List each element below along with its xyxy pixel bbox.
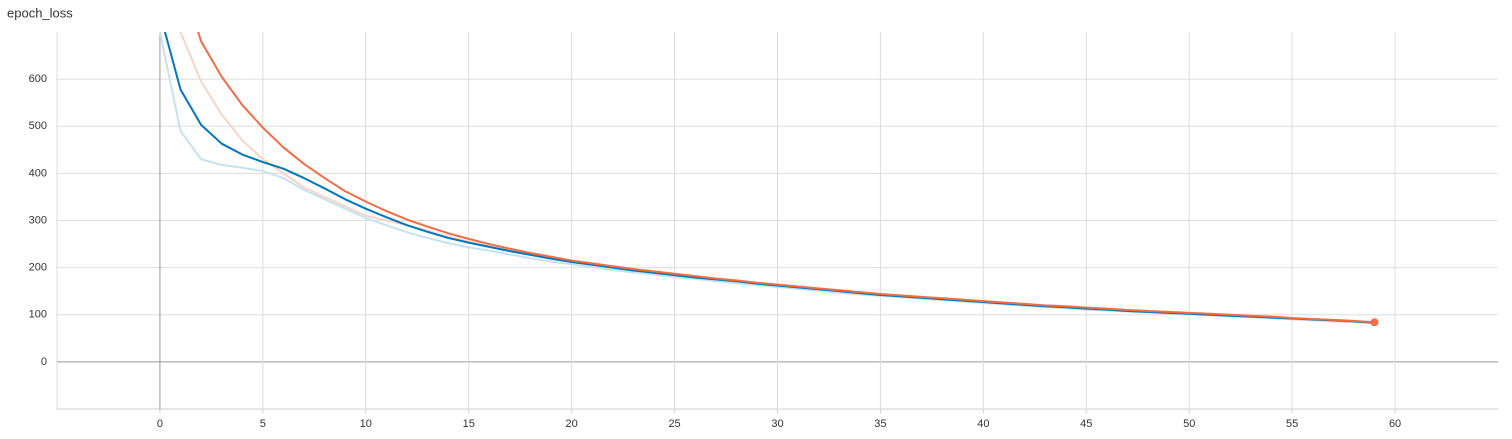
series-line <box>158 32 1375 325</box>
y-tick-label: 0 <box>41 356 47 368</box>
end-marker <box>1370 318 1379 327</box>
y-tick-label: 500 <box>29 120 47 132</box>
series-line <box>163 32 1375 324</box>
y-tick-label: 600 <box>29 73 47 85</box>
x-tick-label: 0 <box>157 418 163 430</box>
x-tick-label: 15 <box>463 418 475 430</box>
x-tick-label: 5 <box>260 418 266 430</box>
chart-title: epoch_loss <box>7 5 73 20</box>
y-tick-label: 100 <box>29 309 47 321</box>
x-tick-label: 45 <box>1080 418 1092 430</box>
series-line <box>179 32 1375 325</box>
y-tick-label: 400 <box>29 167 47 179</box>
y-tick-label: 300 <box>29 214 47 226</box>
x-tick-label: 30 <box>771 418 783 430</box>
y-tick-label: 200 <box>29 262 47 274</box>
x-tick-label: 35 <box>874 418 886 430</box>
series-line <box>197 32 1375 324</box>
x-tick-label: 50 <box>1183 418 1195 430</box>
x-tick-label: 25 <box>668 418 680 430</box>
x-tick-label: 20 <box>566 418 578 430</box>
x-tick-label: 60 <box>1389 418 1401 430</box>
x-tick-label: 10 <box>360 418 372 430</box>
x-tick-label: 55 <box>1286 418 1298 430</box>
plot-area <box>158 32 1379 327</box>
x-tick-label: 40 <box>977 418 989 430</box>
